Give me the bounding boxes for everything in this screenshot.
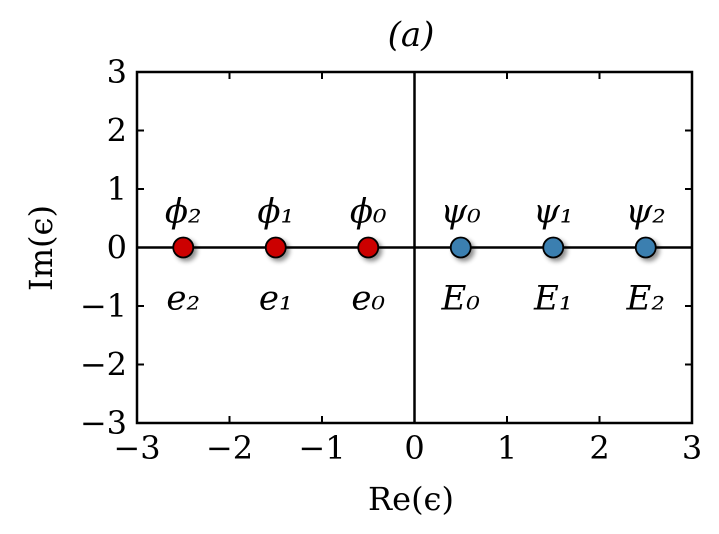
x-tick-label: −3: [113, 429, 160, 467]
point-label-below: e₀: [351, 279, 385, 319]
x-tick-label: 1: [497, 429, 517, 467]
chart-title: (a): [388, 15, 435, 55]
point-label-above: ϕ₂: [165, 192, 202, 232]
point-label-above: ψ₁: [533, 192, 573, 232]
y-tick-label: 3: [107, 53, 127, 91]
data-point: [264, 236, 287, 259]
x-tick-label: 3: [682, 429, 702, 467]
y-tick-label: −3: [80, 404, 127, 442]
y-tick-label: 2: [107, 112, 127, 150]
x-tick-label: 2: [589, 429, 609, 467]
y-tick-label: −1: [80, 287, 127, 325]
x-tick-label: 0: [404, 429, 424, 467]
data-point: [449, 236, 472, 259]
point-label-below: e₁: [259, 279, 293, 319]
data-point: [172, 236, 195, 259]
point-label-above: ϕ₁: [257, 192, 294, 232]
point-label-below: E₀: [441, 279, 481, 319]
point-label-below: e₂: [166, 279, 200, 319]
x-tick-label: −2: [206, 429, 253, 467]
y-tick-label: 0: [107, 229, 127, 267]
y-tick-label: −2: [80, 346, 127, 384]
x-tick-label: −1: [298, 429, 345, 467]
point-label-below: E₂: [626, 279, 665, 319]
data-point: [542, 236, 565, 259]
point-label-above: ϕ₀: [350, 192, 387, 232]
point-label-above: ψ₂: [626, 192, 666, 232]
x-axis-label: Re(ϵ): [368, 480, 454, 518]
point-label-below: E₁: [533, 279, 572, 319]
point-label-above: ψ₀: [441, 192, 482, 232]
data-point: [634, 236, 657, 259]
data-point: [357, 236, 380, 259]
y-axis-label: Im(ϵ): [22, 205, 60, 291]
y-tick-label: 1: [107, 170, 127, 208]
